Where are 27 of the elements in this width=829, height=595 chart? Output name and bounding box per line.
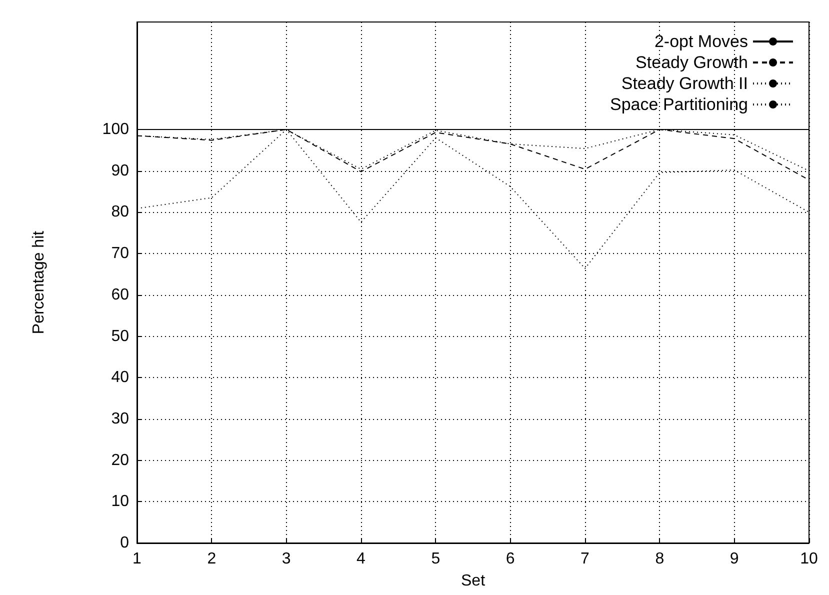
y-axis-title: Percentage hit <box>30 230 48 334</box>
x-tick-label: 5 <box>431 550 440 568</box>
legend-label: Steady Growth II <box>621 74 748 93</box>
x-axis-title: Set <box>460 572 486 590</box>
y-tick-label: 40 <box>111 369 130 386</box>
x-tick-label: 7 <box>580 550 590 568</box>
legend-label: Space Partitioning <box>610 95 748 114</box>
x-tick-label: 2 <box>207 550 216 568</box>
y-tick-label: 0 <box>120 534 130 552</box>
y-tick-label: 70 <box>111 245 130 262</box>
y-tick-label: 60 <box>111 286 130 304</box>
x-tick-label: 3 <box>282 550 291 568</box>
y-tick-label: 30 <box>111 410 130 428</box>
x-tick-label: 8 <box>655 550 664 568</box>
x-tick-label: 6 <box>506 550 515 568</box>
x-tick-label: 1 <box>132 550 142 568</box>
y-tick-label: 10 <box>111 493 130 510</box>
x-tick-label: 10 <box>800 550 818 568</box>
y-tick-label: 50 <box>111 328 130 345</box>
y-tick-label: 90 <box>111 162 130 180</box>
x-tick-label: 9 <box>730 550 739 568</box>
legend-label: Steady Growth <box>636 53 748 72</box>
y-tick-label: 80 <box>111 204 130 221</box>
legend-label: 2-opt Moves <box>654 32 748 51</box>
x-tick-label: 4 <box>356 550 366 568</box>
y-tick-label: 100 <box>102 121 130 138</box>
y-tick-label: 20 <box>111 452 130 469</box>
